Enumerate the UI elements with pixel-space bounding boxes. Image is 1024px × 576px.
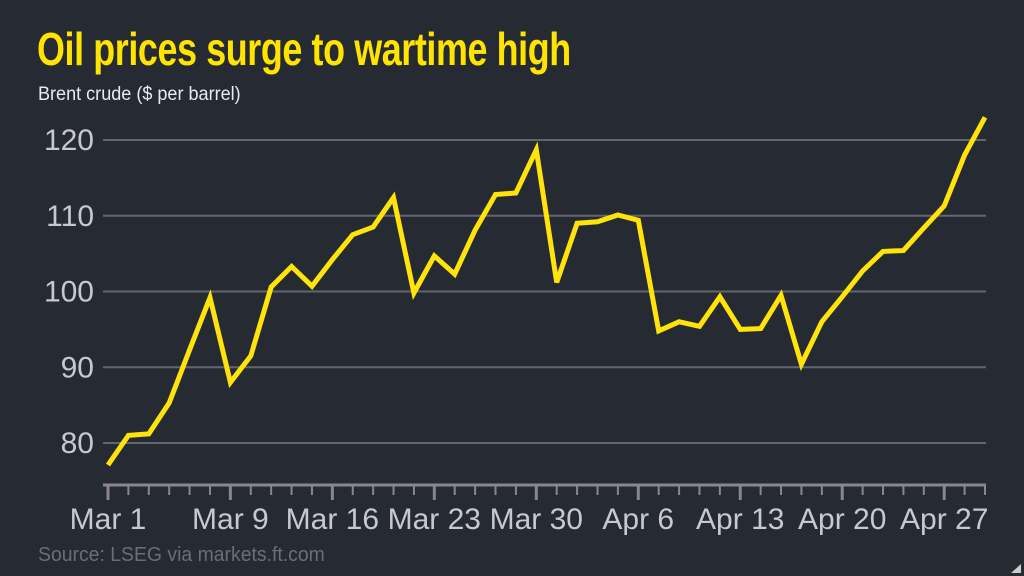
x-axis-label-mar-23: Mar 23	[388, 503, 481, 536]
y-axis-label-90: 90	[61, 351, 94, 384]
chart-subtitle: Brent crude ($ per barrel)	[38, 84, 241, 105]
x-axis-label-mar-9: Mar 9	[192, 503, 269, 536]
source-note: Source: LSEG via markets.ft.com	[38, 544, 325, 566]
chart-title: Oil prices surge to wartime high	[37, 23, 571, 75]
resize-handle-icon[interactable]	[1011, 564, 1021, 573]
price-line-series	[105, 116, 988, 467]
y-axis-label-80: 80	[61, 427, 94, 460]
y-axis-label-100: 100	[44, 276, 94, 309]
x-axis-label-apr-13: Apr 13	[696, 503, 784, 536]
x-axis-label-apr-6: Apr 6	[602, 503, 674, 536]
x-axis-label-mar-1: Mar 1	[70, 503, 147, 536]
x-axis-label-mar-30: Mar 30	[490, 503, 583, 536]
x-axis-label-apr-20: Apr 20	[798, 503, 886, 536]
x-axis-label-mar-16: Mar 16	[286, 503, 379, 536]
y-axis-label-120: 120	[44, 124, 94, 157]
y-axis-label-110: 110	[46, 200, 94, 233]
x-axis-label-apr-27: Apr 27	[900, 503, 988, 536]
